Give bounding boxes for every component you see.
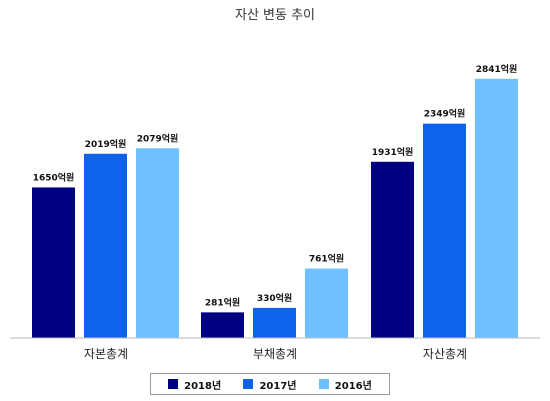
value-label-assets-2017: 2349억원 — [424, 108, 466, 120]
bar-assets-2018 — [371, 161, 414, 338]
value-label-equity-2016: 2079억원 — [137, 132, 179, 144]
bar-equity-2018 — [32, 187, 75, 338]
chart-title: 자산 변동 추이 — [235, 8, 315, 23]
category-label-liabilities: 부채총계 — [253, 347, 297, 361]
legend-label-2017: 2017년 — [259, 380, 297, 392]
bar-assets-2017 — [423, 123, 466, 338]
legend-swatch-2018 — [168, 379, 179, 389]
bar-liabilities-2017 — [253, 307, 296, 338]
category-label-equity: 자본총계 — [84, 347, 128, 361]
category-labels: 자본총계 부채총계 자산총계 — [84, 347, 467, 361]
legend-swatch-2016 — [318, 379, 329, 389]
legend-label-2016: 2016년 — [334, 380, 372, 392]
legend-item-2018: 2018년 — [168, 377, 221, 392]
value-label-liabilities-2017: 330억원 — [257, 292, 292, 304]
bars-group: 1650억원 2019억원 2079억원 281억원 330억원 761억원 1931억원 2… — [32, 63, 518, 338]
legend-label-2018: 2018년 — [184, 380, 222, 392]
bar-liabilities-2016 — [305, 268, 348, 338]
bar-equity-2016 — [136, 148, 179, 338]
legend-swatch-2017 — [243, 379, 254, 389]
bar-liabilities-2018 — [201, 312, 244, 338]
value-label-assets-2016: 2841억원 — [476, 63, 518, 75]
legend: 2018년 2017년 2016년 — [150, 373, 390, 395]
legend-item-2017: 2017년 — [243, 377, 297, 392]
category-label-assets: 자산총계 — [423, 347, 467, 361]
value-label-equity-2017: 2019억원 — [85, 138, 127, 150]
legend-item-2016: 2016년 — [318, 377, 372, 392]
bar-assets-2016 — [475, 78, 518, 338]
value-label-liabilities-2018: 281억원 — [205, 296, 240, 308]
value-label-assets-2018: 1931억원 — [372, 146, 414, 158]
bar-equity-2017 — [84, 153, 127, 338]
value-label-equity-2018: 1650억원 — [33, 171, 75, 183]
value-label-liabilities-2016: 761억원 — [309, 253, 344, 265]
